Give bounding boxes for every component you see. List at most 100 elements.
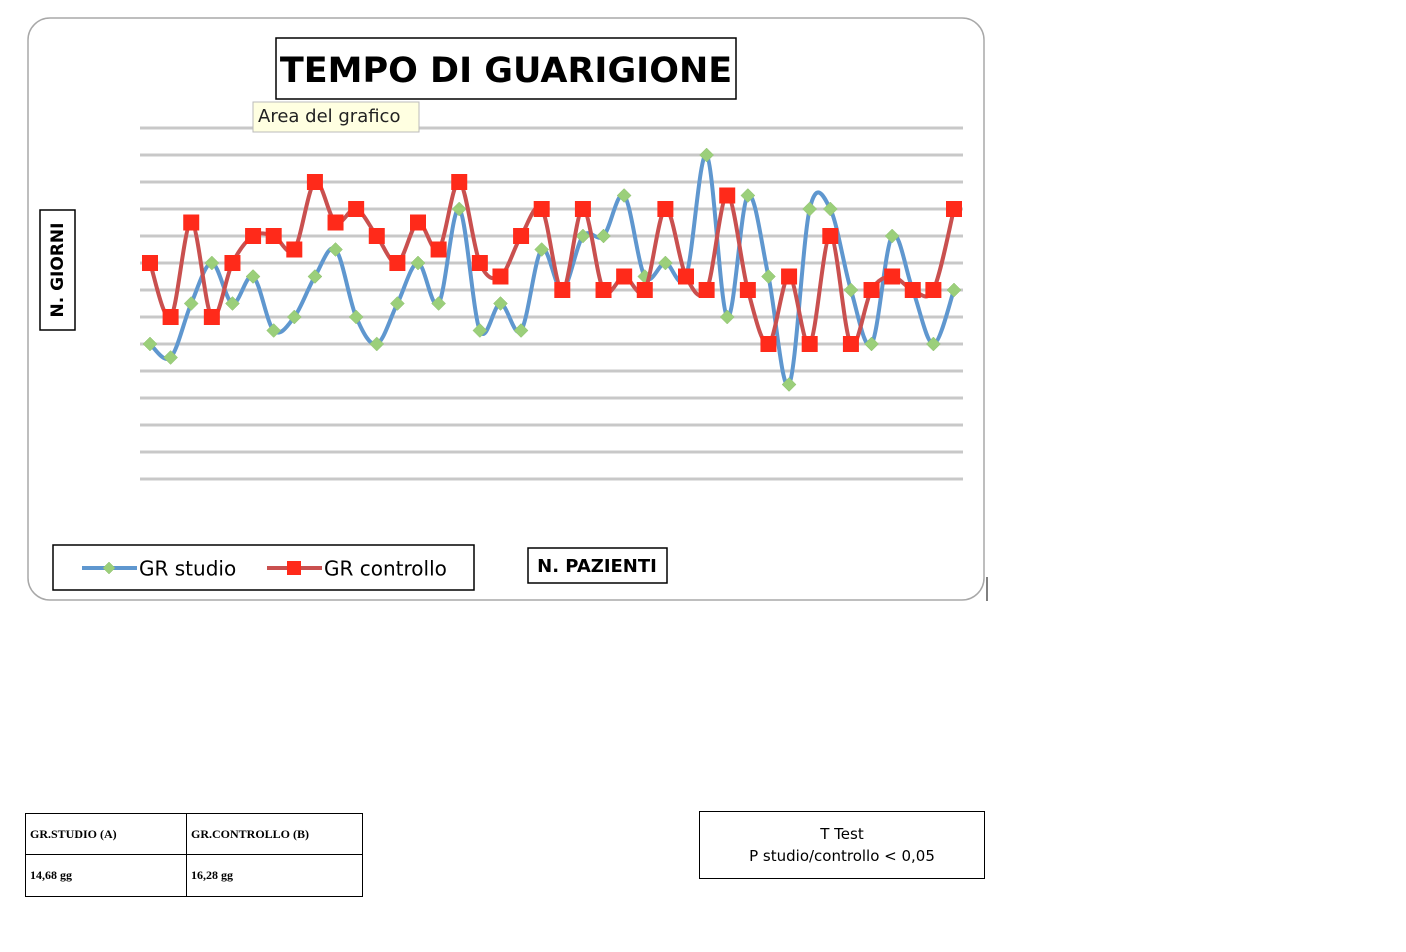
marker [616, 188, 632, 203]
marker [266, 323, 282, 338]
marker [225, 296, 240, 311]
chart: TEMPO DI GUARIGIONE Area del grafico N. … [27, 17, 988, 601]
x-label-box [527, 547, 668, 584]
marker [802, 201, 818, 217]
marker [760, 336, 777, 352]
tooltip [252, 101, 420, 133]
marker [925, 282, 942, 298]
series [142, 147, 962, 392]
marker [719, 309, 735, 325]
marker [389, 255, 406, 271]
marker [595, 282, 612, 298]
marker [224, 255, 241, 271]
marker [842, 336, 859, 352]
ttest-result: P studio/controllo < 0,05 [749, 847, 935, 865]
marker [822, 228, 839, 244]
marker [431, 296, 446, 311]
marker [451, 174, 468, 190]
marker [926, 336, 941, 352]
series-line [148, 152, 956, 388]
marker [843, 282, 859, 298]
chart-title: TEMPO DI GUARIGIONE [280, 51, 732, 91]
marker [699, 147, 714, 163]
marker [863, 282, 880, 298]
marker [534, 242, 550, 257]
marker [761, 269, 776, 284]
table-header: GR.CONTROLLO (B) [186, 813, 363, 855]
legend-label: GR studio [139, 557, 236, 581]
marker [471, 255, 488, 271]
table-cell: 16,28 gg [186, 854, 363, 897]
marker [348, 309, 364, 325]
marker [183, 214, 200, 231]
legend-label: GR controllo [324, 557, 447, 581]
marker [657, 201, 674, 217]
marker [781, 268, 798, 285]
marker [265, 228, 282, 244]
results-table: GR.STUDIO (A) GR.CONTROLLO (B) 14,68 gg … [25, 813, 363, 897]
marker [596, 228, 611, 244]
marker [204, 255, 220, 271]
marker [183, 296, 199, 311]
tooltip-text: Area del grafico [258, 106, 400, 127]
marker [286, 309, 302, 325]
marker [739, 282, 756, 298]
marker [142, 255, 158, 271]
marker [307, 269, 323, 284]
marker [369, 336, 385, 352]
marker [658, 255, 673, 271]
marker [678, 268, 694, 285]
marker [781, 377, 797, 392]
marker [390, 296, 405, 311]
series [142, 174, 962, 352]
marker [884, 268, 901, 285]
y-label-box [39, 209, 76, 331]
marker [575, 228, 591, 244]
marker [513, 228, 530, 244]
marker [328, 242, 343, 257]
marker [864, 336, 879, 352]
marker [554, 282, 571, 298]
marker [574, 201, 591, 217]
table-cell: 14,68 gg [25, 854, 187, 897]
ttest-title: T Test [820, 825, 864, 843]
marker [245, 269, 261, 284]
title-box [275, 37, 737, 100]
marker [492, 268, 509, 285]
marker [203, 309, 220, 325]
table-header: GR.STUDIO (A) [25, 813, 187, 855]
marker [451, 201, 467, 217]
marker [636, 282, 653, 298]
ttest-box: T Test P studio/controllo < 0,05 [699, 811, 985, 879]
marker [410, 214, 426, 231]
marker [327, 214, 344, 231]
marker [740, 188, 756, 203]
marker [410, 255, 426, 271]
marker [946, 201, 962, 217]
marker [430, 241, 447, 258]
marker [904, 282, 921, 298]
marker [162, 309, 179, 325]
marker [698, 282, 715, 298]
marker [142, 336, 158, 352]
marker [884, 228, 900, 244]
marker [163, 350, 178, 365]
marker [348, 201, 365, 217]
marker [245, 228, 262, 244]
legend-marker [102, 561, 116, 575]
marker [946, 282, 962, 298]
marker [719, 187, 736, 204]
y-axis-label: N. GIORNI [48, 223, 68, 318]
legend-marker [287, 561, 301, 575]
marker [513, 323, 529, 338]
marker [616, 268, 633, 285]
marker [368, 228, 385, 244]
marker [286, 241, 303, 258]
marker [533, 201, 550, 217]
marker [822, 201, 838, 217]
marker [801, 336, 818, 352]
x-axis-label: N. PAZIENTI [537, 556, 657, 577]
marker [493, 296, 508, 311]
marker [306, 174, 323, 190]
